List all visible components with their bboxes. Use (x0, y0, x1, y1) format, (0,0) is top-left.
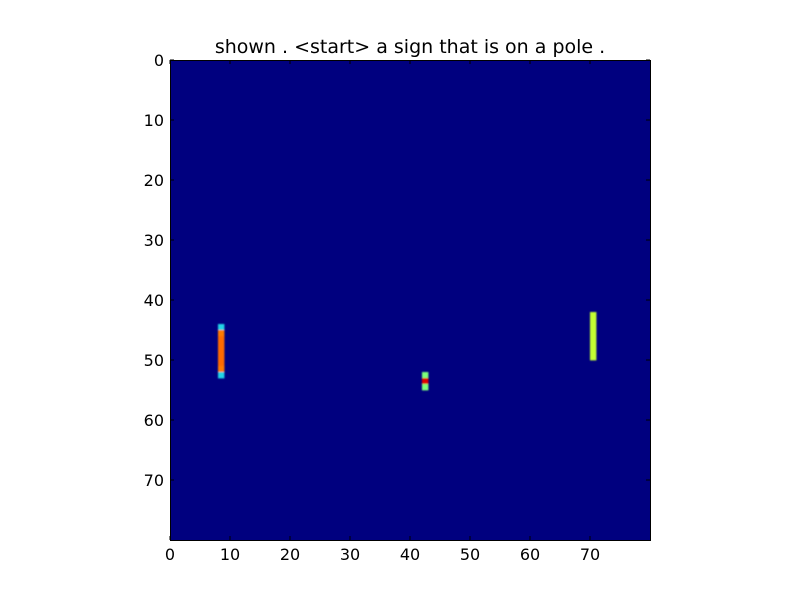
plot-frame (170, 60, 651, 541)
x-tick-label-20: 20 (280, 545, 300, 564)
x-tick-label-30: 30 (340, 545, 360, 564)
heatmap-cell-left-bar-4 (218, 348, 225, 355)
x-tick-label-50: 50 (460, 545, 480, 564)
heatmap-cell-right-bar-6 (590, 348, 597, 355)
heatmap-cell-left-bar-6 (218, 360, 225, 367)
y-tick-label-50: 50 (144, 351, 164, 370)
y-tick-label-0: 0 (154, 51, 164, 70)
heatmap-cell-left-bar-7 (218, 366, 225, 373)
chart-title: shown . <start> a sign that is on a pole… (215, 36, 605, 58)
x-tick-label-60: 60 (520, 545, 540, 564)
heatmap-background (170, 60, 650, 540)
heatmap-cell-right-bar-0 (590, 312, 597, 319)
x-tick-label-70: 70 (580, 545, 600, 564)
axis-tick-labels: 0 10 20 30 40 50 60 70 0 10 20 30 40 50 60 70 (144, 51, 601, 564)
heatmap-cell-left-bar-0 (218, 324, 225, 331)
heatmap-cell-right-bar-4 (590, 336, 597, 343)
heatmap-cell-right-bar-3 (590, 330, 597, 337)
heatmap-cells (218, 312, 597, 391)
heatmap-cell-left-bar-2 (218, 336, 225, 343)
heatmap-cell-left-bar-5 (218, 354, 225, 361)
heatmap-cell-right-bar-7 (590, 354, 597, 361)
y-tick-label-40: 40 (144, 291, 164, 310)
y-tick-label-20: 20 (144, 171, 164, 190)
y-tick-label-30: 30 (144, 231, 164, 250)
y-tick-label-10: 10 (144, 111, 164, 130)
y-tick-label-70: 70 (144, 471, 164, 490)
heatmap-cell-right-bar-2 (590, 324, 597, 331)
heatmap-cell-middle-bar-0 (422, 372, 429, 379)
heatmap-cell-right-bar-1 (590, 318, 597, 325)
heatmap-cell-middle-bar-1 (422, 378, 429, 385)
heatmap-cell-left-bar-3 (218, 342, 225, 349)
heatmap-cell-left-bar-8 (218, 372, 225, 379)
heatmap-cell-middle-bar-2 (422, 384, 429, 391)
heatmap-cell-right-bar-5 (590, 342, 597, 349)
x-tick-label-40: 40 (400, 545, 420, 564)
heatmap-cell-left-bar-1 (218, 330, 225, 337)
y-tick-label-60: 60 (144, 411, 164, 430)
x-tick-label-0: 0 (165, 545, 175, 564)
x-tick-label-10: 10 (220, 545, 240, 564)
